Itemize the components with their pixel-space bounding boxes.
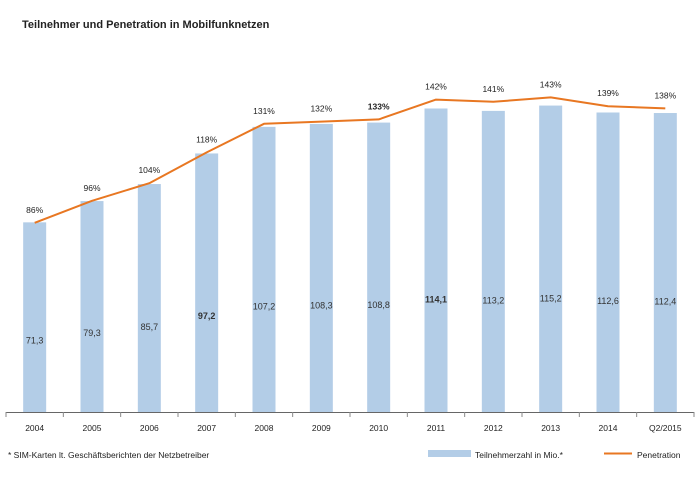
x-tick-label: 2011 — [427, 423, 446, 433]
bar-2013 — [539, 105, 563, 413]
x-tick-label: 2009 — [312, 423, 331, 433]
x-tick-label: 2013 — [541, 423, 560, 433]
bar-2005 — [80, 201, 104, 412]
x-tick-label: Q2/2015 — [649, 423, 682, 433]
legend-label-line: Penetration — [637, 450, 681, 460]
bar-value-label: 115,2 — [540, 294, 562, 304]
bar-2006 — [137, 184, 161, 412]
penetration-value-label: 138% — [654, 90, 676, 100]
bar-value-label: 112,6 — [597, 296, 619, 306]
bar-value-label: 107,2 — [253, 301, 276, 311]
bar-2012 — [481, 110, 505, 412]
penetration-value-label: 143% — [540, 79, 562, 89]
penetration-value-label: 142% — [425, 82, 447, 92]
penetration-value-label: 104% — [138, 165, 160, 175]
penetration-value-label: 141% — [482, 84, 504, 94]
bar-value-label: 114,1 — [425, 295, 447, 305]
x-tick-label: 2012 — [484, 423, 503, 433]
penetration-value-label: 132% — [310, 104, 332, 114]
x-tick-label: 2006 — [140, 423, 159, 433]
penetration-line-layer: 86% 96% 104% 118% 131% 132% 133% 142% 141% 143% 13… — [26, 79, 677, 224]
legend: Teilnehmerzahl in Mio.* Penetration — [428, 450, 681, 460]
bar-q2-2015 — [653, 113, 677, 413]
footnote: * SIM-Karten lt. Geschäftsberichten der … — [8, 450, 209, 460]
penetration-line — [34, 96, 666, 224]
bar-value-label: 79,3 — [83, 328, 101, 338]
bar-2007 — [195, 153, 219, 412]
legend-swatch-bars — [428, 450, 471, 457]
bar-value-label: 113,2 — [482, 296, 504, 306]
bar-value-label: 112,4 — [654, 296, 676, 306]
bar-value-label: 108,8 — [367, 300, 390, 310]
x-tick-label: 2005 — [83, 423, 102, 433]
x-tick-label: 2014 — [599, 423, 618, 433]
penetration-value-label: 118% — [196, 134, 218, 144]
bar-2008 — [252, 126, 276, 413]
bar-value-label: 108,3 — [310, 300, 333, 310]
x-tick-label: 2008 — [255, 423, 274, 433]
legend-label-bars: Teilnehmerzahl in Mio.* — [475, 450, 564, 460]
penetration-value-label: 133% — [368, 101, 390, 111]
penetration-value-label: 131% — [253, 106, 275, 116]
bar-2004 — [23, 222, 47, 412]
bar-2010 — [367, 122, 391, 412]
x-tick-label: 2007 — [197, 423, 216, 433]
x-tick-label: 2010 — [369, 423, 388, 433]
bars-layer: 71,3 79,3 85,7 97,2 107,2 108,3 108,8 114,1 113,… — [23, 105, 677, 413]
bar-value-label: 97,2 — [198, 311, 216, 321]
x-axis: 2004 2005 2006 2007 2008 2009 2010 2011 2012 2013… — [5, 412, 695, 433]
bar-value-label: 85,7 — [141, 322, 159, 332]
penetration-value-label: 96% — [83, 183, 100, 193]
chart-title: Teilnehmer und Penetration in Mobilfunkn… — [22, 19, 270, 31]
bar-value-label: 71,3 — [26, 336, 44, 346]
bar-2011 — [424, 108, 448, 412]
bar-2009 — [309, 123, 333, 412]
penetration-value-label: 139% — [597, 88, 619, 98]
bar-2014 — [596, 112, 620, 412]
penetration-value-label: 86% — [26, 205, 43, 215]
x-tick-label: 2004 — [25, 423, 44, 433]
